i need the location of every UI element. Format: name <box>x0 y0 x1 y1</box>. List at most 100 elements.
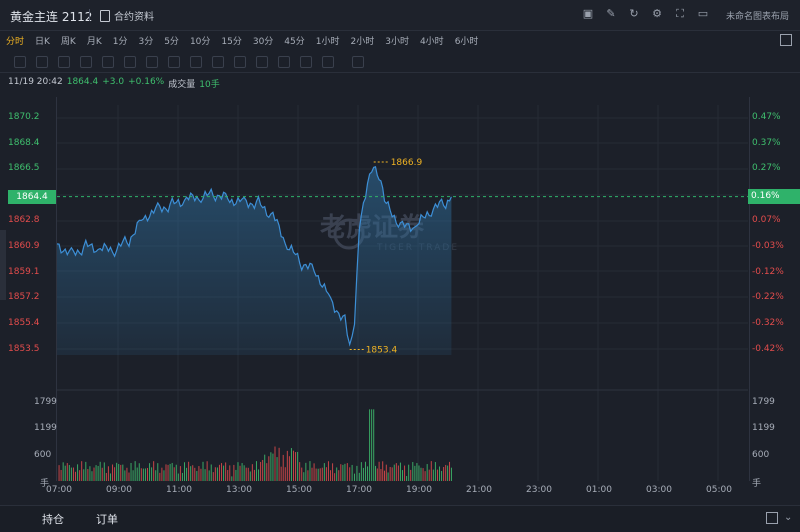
side-panel-handle[interactable] <box>0 230 6 300</box>
volume-bar <box>426 464 428 481</box>
drawing-tool-icon[interactable] <box>80 56 92 68</box>
tab-period-0[interactable]: 分时 <box>6 36 25 47</box>
volume-bar <box>229 465 231 481</box>
price-axis-label: 1857.2 <box>8 292 40 302</box>
volume-bar <box>408 464 410 481</box>
chevron-down-icon[interactable]: ⌄ <box>784 512 793 523</box>
quote-change: +3.0 <box>102 77 125 87</box>
volume-bar <box>109 473 111 481</box>
drawing-tool-icon[interactable] <box>36 56 48 68</box>
volume-bar <box>216 467 218 481</box>
layout-name-button[interactable]: 未命名图表布局 <box>726 12 790 22</box>
tab-period-6[interactable]: 5分 <box>164 36 179 47</box>
refresh-icon[interactable]: ↻ <box>629 7 639 20</box>
volume-bar <box>330 470 332 481</box>
volume-bar <box>179 466 181 481</box>
volume-bar <box>112 464 114 481</box>
volume-bar <box>66 463 68 481</box>
volume-bar <box>412 462 414 481</box>
tab-period-7[interactable]: 10分 <box>189 36 211 47</box>
volume-bar <box>380 468 382 481</box>
quote-price: 1864.4 <box>66 77 99 87</box>
volume-bar <box>120 464 122 481</box>
draw-icon[interactable]: ✎ <box>606 7 616 20</box>
drawing-tool-icon[interactable] <box>102 56 114 68</box>
volume-bar <box>402 470 403 481</box>
tab-period-4[interactable]: 1分 <box>112 36 128 47</box>
volume-bar <box>362 467 364 481</box>
price-axis-label: 1859.1 <box>8 267 40 277</box>
tab-period-15[interactable]: 6小时 <box>454 36 479 47</box>
fullscreen-icon[interactable]: ⛶ <box>676 7 684 20</box>
tab-period-2[interactable]: 周K <box>60 36 76 47</box>
price-area <box>57 166 452 355</box>
drawing-tool-icon[interactable] <box>234 56 246 68</box>
period-tabs: 分时 日K 周K 月K 1分 3分 5分 10分 15分 30分 45分 1小时 2小时 3小时 4小时 6小… <box>0 31 800 49</box>
settings-icon[interactable]: ⚙ <box>652 7 662 20</box>
volume-bar <box>418 465 420 481</box>
tab-period-1[interactable]: 日K <box>35 36 50 47</box>
tab-period-8[interactable]: 15分 <box>221 36 242 47</box>
volume-bar <box>410 469 412 481</box>
volume-bar <box>251 464 253 481</box>
drawing-tool-icon[interactable] <box>322 56 334 68</box>
panel-toggle-icon[interactable] <box>766 512 778 524</box>
drawing-tool-icon[interactable] <box>190 56 202 68</box>
contract-info-link[interactable]: 合约资料 <box>100 8 154 23</box>
volume-bar <box>290 448 292 481</box>
time-axis-label: 15:00 <box>286 485 312 495</box>
minimize-icon[interactable]: ▭ <box>697 7 709 20</box>
time-axis-label: 07:00 <box>46 485 72 495</box>
tab-orders[interactable]: 订单 <box>96 513 118 526</box>
tab-period-14[interactable]: 4小时 <box>419 36 444 47</box>
drawing-tool-icon[interactable] <box>168 56 180 68</box>
volume-bar <box>319 468 321 481</box>
volume-bar <box>434 462 436 481</box>
volume-bar <box>58 465 60 481</box>
drawing-tool-icon[interactable] <box>124 56 136 68</box>
expand-icon[interactable] <box>780 34 792 46</box>
volume-bar <box>210 464 212 481</box>
volume-axis-label: 1799 <box>34 397 57 407</box>
drawing-tool-icon[interactable] <box>212 56 224 68</box>
volume-bar <box>268 456 270 481</box>
drawing-tool-icon[interactable] <box>146 56 158 68</box>
volume-bar <box>367 466 369 481</box>
tab-positions[interactable]: 持仓 <box>42 513 64 526</box>
drawing-tool-icon[interactable] <box>300 56 312 68</box>
drawing-tool-icon[interactable] <box>256 56 268 68</box>
tab-period-13[interactable]: 3小时 <box>385 36 409 47</box>
quote-line: 11/19 20:42 1864.4 +3.0 +0.16% 成交量 10手 <box>8 77 220 90</box>
tab-period-9[interactable]: 30分 <box>252 36 274 47</box>
drawing-tool-icon[interactable] <box>14 56 26 68</box>
time-axis-label: 09:00 <box>106 485 132 495</box>
volume-bar <box>68 465 70 481</box>
volume-bar <box>282 454 284 481</box>
volume-bar <box>358 472 360 481</box>
price-axis-label: 1866.5 <box>8 163 40 173</box>
tab-period-5[interactable]: 3分 <box>138 36 154 47</box>
chart-area[interactable] <box>56 97 750 481</box>
volume-bar <box>239 465 241 481</box>
volume-bar <box>218 464 220 481</box>
drawing-tool-icon[interactable] <box>278 56 290 68</box>
volume-bar <box>245 467 247 481</box>
volume-bar <box>243 465 245 481</box>
volume-bar <box>378 461 380 481</box>
volume-bar <box>200 468 202 481</box>
volume-bar <box>295 452 297 481</box>
high-annotation: 1866.9 <box>391 158 423 168</box>
drawing-tool-icon[interactable] <box>352 56 364 68</box>
quote-volume: 10手 <box>199 80 220 90</box>
tab-period-10[interactable]: 45分 <box>284 36 305 47</box>
tab-period-3[interactable]: 月K <box>86 36 102 47</box>
volume-bar <box>206 461 208 481</box>
screenshot-icon[interactable]: ▣ <box>582 7 594 20</box>
tab-period-11[interactable]: 1小时 <box>315 36 340 47</box>
volume-bar <box>450 467 452 481</box>
volume-bar <box>305 462 307 481</box>
volume-bar <box>177 473 179 481</box>
volume-bar <box>75 471 77 481</box>
tab-period-12[interactable]: 2小时 <box>350 36 375 47</box>
drawing-tool-icon[interactable] <box>58 56 70 68</box>
